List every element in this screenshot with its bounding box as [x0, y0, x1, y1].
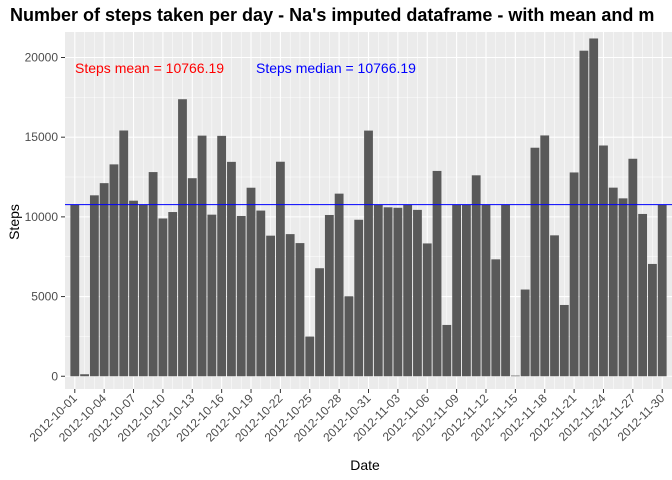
- bar: [99, 183, 109, 377]
- bars: [70, 38, 667, 377]
- bar: [579, 50, 589, 377]
- mean-annotation: Steps mean = 10766.19: [75, 60, 224, 76]
- bar: [109, 164, 119, 377]
- bar: [324, 214, 334, 377]
- y-tick-label: 15000: [25, 130, 59, 144]
- bar: [550, 235, 559, 377]
- bar: [501, 204, 510, 377]
- y-axis: 0 5000 10000 15000 20000: [25, 51, 65, 383]
- y-tick-label: 0: [51, 369, 58, 383]
- bar: [70, 204, 80, 377]
- bar: [569, 172, 579, 377]
- bar: [89, 195, 99, 377]
- bar: [393, 207, 403, 377]
- bar: [628, 158, 638, 377]
- median-annotation: Steps median = 10766.19: [256, 60, 416, 76]
- bar: [207, 214, 217, 377]
- bar: [510, 375, 520, 377]
- bar: [129, 200, 138, 377]
- bar: [295, 243, 305, 377]
- bar: [266, 235, 276, 377]
- bar: [422, 243, 432, 377]
- bar: [80, 374, 89, 377]
- bar: [178, 99, 187, 377]
- bar: [148, 172, 158, 377]
- bar: [344, 296, 354, 377]
- bar: [383, 207, 393, 377]
- annotations: Steps mean = 10766.19 Steps median = 1076…: [75, 60, 416, 76]
- bar: [491, 259, 501, 377]
- bar: [432, 170, 442, 377]
- y-tick-label: 5000: [31, 290, 58, 304]
- bar: [275, 161, 285, 377]
- x-axis: 2012-10-012012-10-042012-10-072012-10-10…: [27, 389, 668, 445]
- bar: [197, 135, 207, 377]
- bar: [599, 145, 608, 377]
- bar: [119, 130, 129, 377]
- bar: [618, 198, 628, 377]
- bar: [168, 212, 178, 377]
- bar: [638, 213, 648, 377]
- y-axis-title: Steps: [6, 204, 22, 240]
- bar: [246, 187, 256, 377]
- bar: [285, 234, 295, 377]
- bar: [256, 210, 266, 377]
- bar: [305, 336, 315, 377]
- bar: [540, 135, 550, 377]
- x-axis-title: Date: [350, 457, 380, 473]
- bar: [657, 204, 667, 377]
- bar: [471, 175, 481, 377]
- bar: [138, 204, 148, 377]
- bar: [227, 161, 236, 377]
- bar: [217, 135, 227, 377]
- bar: [158, 218, 168, 377]
- y-tick-label: 10000: [25, 210, 59, 224]
- bar: [589, 38, 599, 377]
- bar: [442, 324, 452, 377]
- bar: [520, 289, 530, 377]
- bar: [452, 204, 462, 377]
- bar: [530, 147, 540, 377]
- bar: [334, 193, 344, 377]
- bar: [354, 219, 364, 377]
- bar: [608, 187, 618, 377]
- bar: [315, 268, 324, 377]
- bar: [364, 130, 373, 377]
- bar: [236, 215, 246, 377]
- y-tick-label: 20000: [25, 51, 59, 65]
- bar: [461, 204, 471, 377]
- bar: [413, 209, 422, 377]
- chart-title: Number of steps taken per day - Na's imp…: [10, 5, 654, 25]
- bar: [373, 204, 383, 377]
- bar: [403, 204, 413, 377]
- bar: [187, 178, 197, 377]
- bar: [559, 304, 569, 377]
- bar: [648, 263, 657, 377]
- bar: [481, 204, 491, 377]
